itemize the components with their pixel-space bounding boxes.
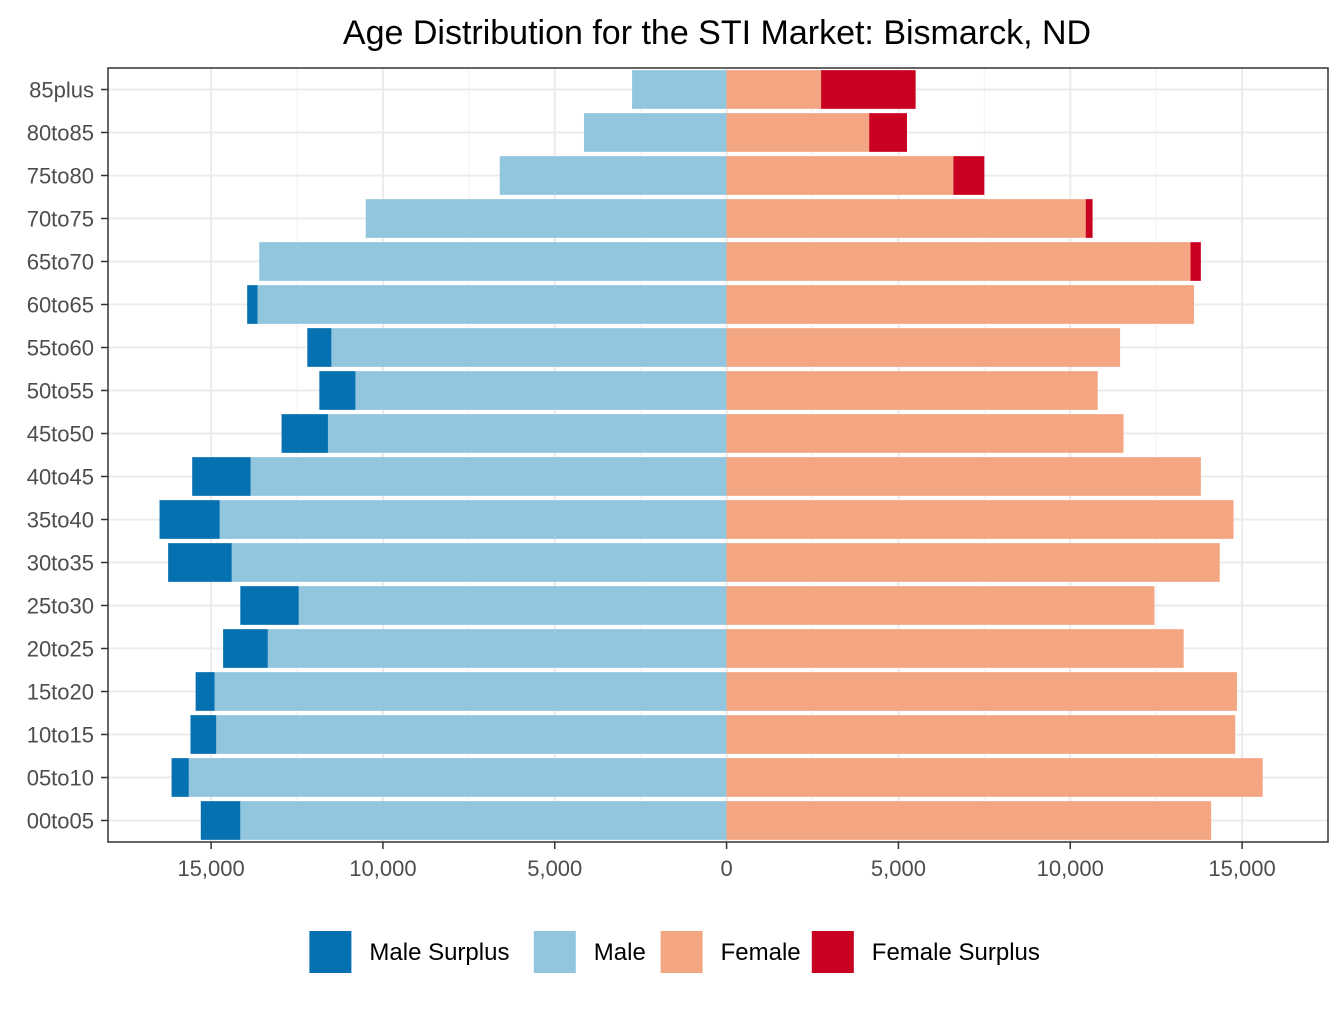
bar-male-75to80: [499, 156, 727, 195]
bar-male-surplus-50to55: [319, 371, 356, 410]
legend-key-female-surplus: [811, 931, 854, 973]
bar-female-85plus: [726, 70, 822, 109]
bar-female-65to70: [726, 242, 1191, 281]
bar-male-40to45: [250, 457, 727, 496]
y-tick-label: 05to10: [27, 766, 94, 791]
bar-female-20to25: [726, 629, 1184, 668]
bar-male-60to65: [257, 285, 727, 324]
y-tick-label: 65to70: [27, 250, 94, 275]
panel-border: [107, 67, 1329, 843]
bar-male-surplus-30to35: [168, 543, 232, 582]
bar-male-25to30: [298, 586, 727, 625]
legend-label: Female: [721, 939, 801, 966]
x-tick-label: 0: [720, 856, 732, 881]
y-tick-label: 70to75: [27, 207, 94, 232]
legend-key-male: [533, 931, 576, 973]
bar-female-surplus-65to70: [1190, 242, 1201, 281]
bar-male-surplus-20to25: [223, 629, 268, 668]
bar-male-55to60: [331, 328, 727, 367]
bar-male-surplus-05to10: [171, 758, 189, 797]
x-tick-label: 5,000: [527, 856, 582, 881]
y-tick-label: 35to40: [27, 508, 94, 533]
bar-male-surplus-25to30: [240, 586, 299, 625]
bar-female-70to75: [726, 199, 1086, 238]
y-tick-label: 75to80: [27, 164, 94, 189]
y-tick-label: 25to30: [27, 594, 94, 619]
bar-female-surplus-75to80: [953, 156, 985, 195]
plot-area: 15,000 10,000 5,000 0 5,000 10,000 15,000 00to0…: [27, 67, 1329, 881]
panel-background: [108, 68, 1328, 842]
chart-title: Age Distribution for the STI Market: Bis…: [343, 14, 1091, 52]
y-tick-label: 60to65: [27, 293, 94, 318]
bar-male-surplus-55to60: [307, 328, 332, 367]
bar-female-80to85: [726, 113, 870, 152]
bar-female-surplus-70to75: [1085, 199, 1093, 238]
bar-male-80to85: [583, 113, 727, 152]
bar-female-50to55: [726, 371, 1098, 410]
bar-female-surplus-85plus: [821, 70, 916, 109]
bar-female-40to45: [726, 457, 1201, 496]
legend: Male Surplus Male Female Female Surplus: [309, 931, 1040, 973]
x-tick-label: 10,000: [349, 856, 416, 881]
bar-male-surplus-35to40: [159, 500, 220, 539]
bar-male-20to25: [267, 629, 727, 668]
y-tick-label: 85plus: [29, 78, 94, 103]
bar-female-25to30: [726, 586, 1155, 625]
legend-key-female: [660, 931, 703, 973]
bar-female-30to35: [726, 543, 1220, 582]
legend-label: Male: [594, 939, 646, 966]
bar-female-10to15: [726, 715, 1236, 754]
bar-male-65to70: [259, 242, 727, 281]
bar-female-00to05: [726, 801, 1212, 840]
y-tick-label: 30to35: [27, 551, 94, 576]
bar-male-00to05: [240, 801, 727, 840]
y-tick-label: 50to55: [27, 379, 94, 404]
bar-male-50to55: [355, 371, 727, 410]
bar-male-surplus-40to45: [192, 457, 251, 496]
bar-male-30to35: [231, 543, 727, 582]
bar-male-surplus-45to50: [281, 414, 328, 453]
bar-female-60to65: [726, 285, 1194, 324]
bar-male-surplus-00to05: [200, 801, 241, 840]
bar-male-85plus: [632, 70, 727, 109]
x-tick-label: 15,000: [177, 856, 244, 881]
y-tick-label: 45to50: [27, 422, 94, 447]
bar-male-45to50: [327, 414, 727, 453]
y-tick-label: 55to60: [27, 336, 94, 361]
bar-female-surplus-80to85: [869, 113, 908, 152]
bar-male-05to10: [188, 758, 727, 797]
bar-female-75to80: [726, 156, 954, 195]
x-tick-label: 15,000: [1208, 856, 1275, 881]
bar-female-35to40: [726, 500, 1234, 539]
bar-female-45to50: [726, 414, 1124, 453]
legend-key-male-surplus: [309, 931, 352, 973]
bar-female-05to10: [726, 758, 1263, 797]
y-tick-label: 10to15: [27, 723, 94, 748]
y-tick-label: 15to20: [27, 680, 94, 705]
y-tick-label: 20to25: [27, 637, 94, 662]
bar-male-10to15: [216, 715, 727, 754]
y-tick-label: 00to05: [27, 809, 94, 834]
bar-female-55to60: [726, 328, 1121, 367]
legend-label: Male Surplus: [369, 939, 509, 966]
bar-male-surplus-15to20: [195, 672, 215, 711]
x-tick-label: 5,000: [871, 856, 926, 881]
bar-male-35to40: [219, 500, 727, 539]
y-tick-label: 80to85: [27, 121, 94, 146]
x-tick-label: 10,000: [1037, 856, 1104, 881]
legend-label: Female Surplus: [872, 939, 1040, 966]
y-tick-label: 40to45: [27, 465, 94, 490]
bar-female-15to20: [726, 672, 1237, 711]
bar-male-surplus-60to65: [247, 285, 258, 324]
bar-male-surplus-10to15: [190, 715, 217, 754]
bar-male-70to75: [365, 199, 727, 238]
bar-male-15to20: [214, 672, 727, 711]
